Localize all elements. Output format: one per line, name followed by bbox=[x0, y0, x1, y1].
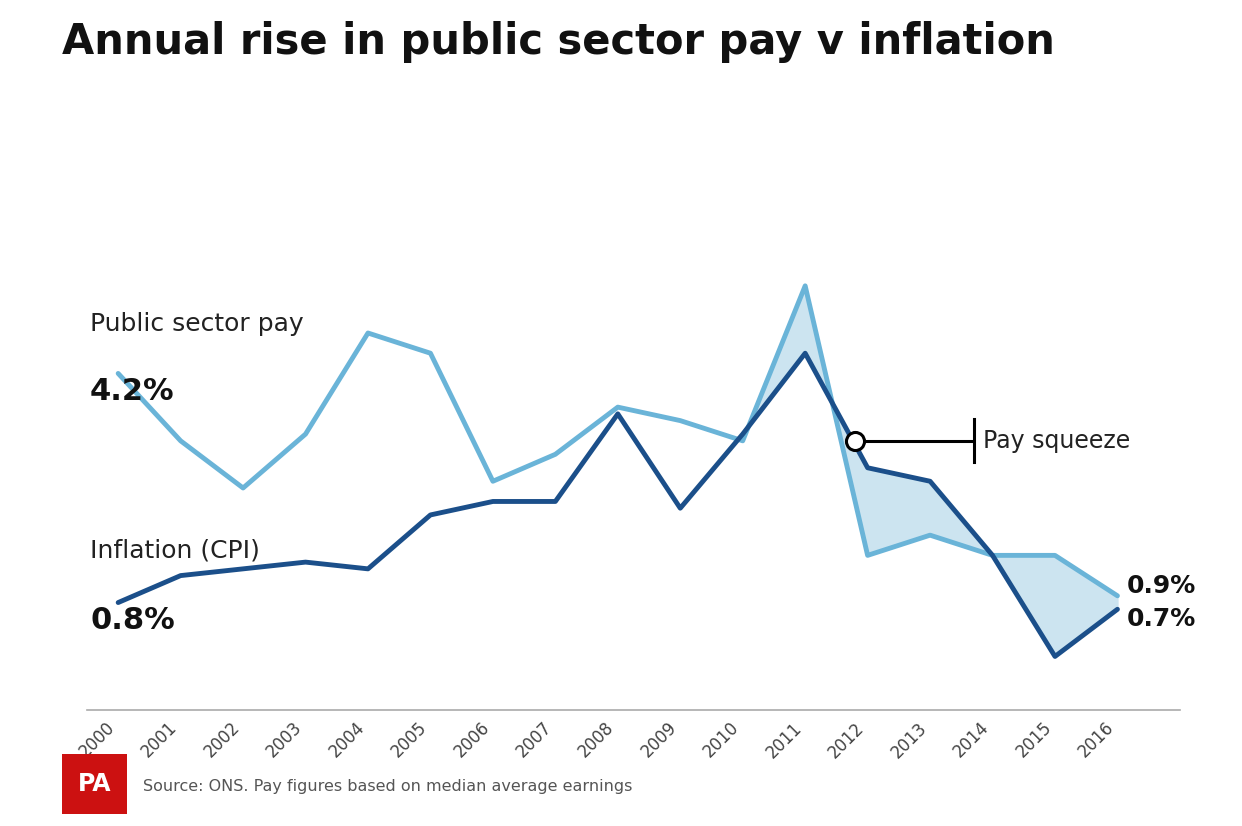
Text: 4.2%: 4.2% bbox=[91, 377, 175, 406]
Text: Annual rise in public sector pay v inflation: Annual rise in public sector pay v infla… bbox=[62, 21, 1054, 63]
Text: PA: PA bbox=[78, 771, 111, 796]
Text: 0.9%: 0.9% bbox=[1126, 574, 1196, 598]
Text: Inflation (CPI): Inflation (CPI) bbox=[91, 538, 260, 563]
Text: 0.7%: 0.7% bbox=[1126, 607, 1196, 631]
Text: 0.8%: 0.8% bbox=[91, 606, 175, 635]
Text: Source: ONS. Pay figures based on median average earnings: Source: ONS. Pay figures based on median… bbox=[143, 779, 632, 794]
Text: Public sector pay: Public sector pay bbox=[91, 312, 304, 336]
Text: Pay squeeze: Pay squeeze bbox=[984, 429, 1130, 453]
